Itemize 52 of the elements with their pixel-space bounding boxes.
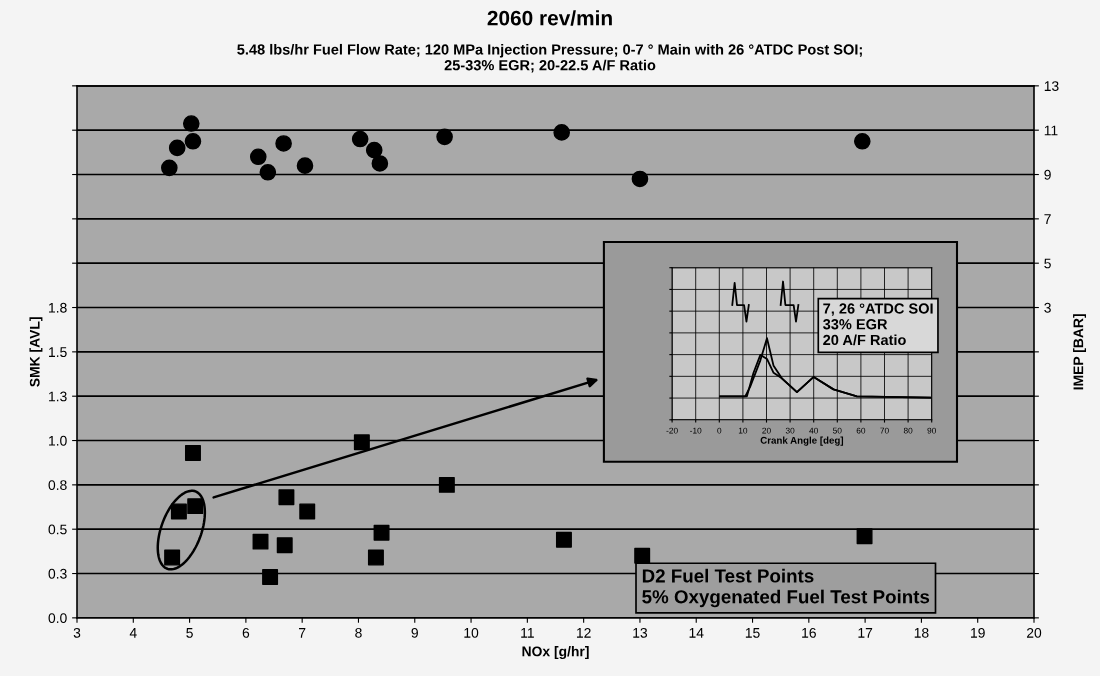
- y-tick-label: 1.3: [49, 391, 67, 402]
- x-tick-label: 15: [745, 628, 760, 638]
- y-axis-title: SMK [AVL]: [29, 317, 43, 387]
- x-tick-label: 4: [129, 628, 137, 638]
- y2-tick-label: 7: [1044, 214, 1051, 224]
- y-tick-label: 0.3: [48, 568, 67, 579]
- x-tick-label: 14: [689, 628, 704, 638]
- y2-tick-label: 5: [1044, 258, 1051, 269]
- x-tick-label: 11: [521, 628, 534, 638]
- y2-tick-label: 11: [1044, 125, 1058, 136]
- x-tick-label: 6: [242, 627, 250, 638]
- x-tick-label: 17: [858, 628, 873, 638]
- x-tick-label: 16: [802, 627, 816, 638]
- chart-title: 2060 rev/min: [487, 10, 612, 26]
- y2-tick-label: 9: [1044, 169, 1051, 180]
- y-tick-label: 1.5: [49, 347, 67, 358]
- y-tick-label: 1.8: [49, 302, 67, 313]
- x-tick-label: 20: [762, 427, 771, 434]
- x-tick-label: 9: [411, 627, 418, 638]
- x-axis-title: Crank Angle [deg]: [760, 436, 844, 446]
- x-tick-label: 13: [633, 627, 648, 638]
- x-tick-label: 70: [880, 427, 889, 434]
- x-tick-label: 5: [186, 628, 193, 638]
- x-tick-label: -10: [690, 427, 702, 434]
- x-tick-label: 10: [738, 427, 748, 434]
- x-tick-label: 80: [903, 427, 913, 434]
- x-tick-label: 7: [299, 628, 306, 638]
- x-tick-label: -20: [666, 427, 678, 434]
- x-tick-label: 40: [809, 427, 819, 434]
- y-tick-label: 1.0: [49, 435, 67, 446]
- y2-tick-label: 13: [1044, 81, 1059, 92]
- x-tick-label: 0: [717, 427, 722, 434]
- chart-subtitle: 5.48 lbs/hr Fuel Flow Rate; 120 MPa Injection Pressure; 0-7 ° Main with 26 °ATDC Post SOI; 25-33% EGR; 20-22.5 A/F Ratio: [237, 43, 862, 73]
- annotation: 7, 26 °ATDC SOI 33% EGR 20 A/F Ratio: [823, 303, 933, 346]
- x-tick-label: 10: [464, 627, 479, 638]
- x-tick-label: 50: [833, 427, 842, 434]
- x-axis-title: NOx [g/hr]: [522, 646, 589, 660]
- y-tick-label: 0.5: [48, 524, 67, 535]
- y2-tick-label: 3: [1044, 302, 1051, 313]
- y-tick-label: 0.8: [48, 480, 67, 491]
- annotation: D2 Fuel Test Points 5% Oxygenated Fuel Test Points: [642, 568, 930, 608]
- x-tick-label: 12: [576, 627, 591, 638]
- y-tick-label: 0.0: [48, 613, 67, 624]
- x-tick-label: 3: [73, 627, 81, 638]
- x-tick-label: 20: [1026, 627, 1042, 638]
- x-tick-label: 8: [355, 627, 362, 638]
- x-tick-label: 18: [914, 627, 929, 638]
- y2-axis-title: IMEP [BAR]: [1073, 314, 1087, 390]
- x-tick-label: 60: [856, 427, 866, 434]
- x-tick-label: 90: [927, 427, 937, 434]
- x-tick-label: 19: [971, 627, 985, 638]
- x-tick-label: 30: [785, 427, 795, 434]
